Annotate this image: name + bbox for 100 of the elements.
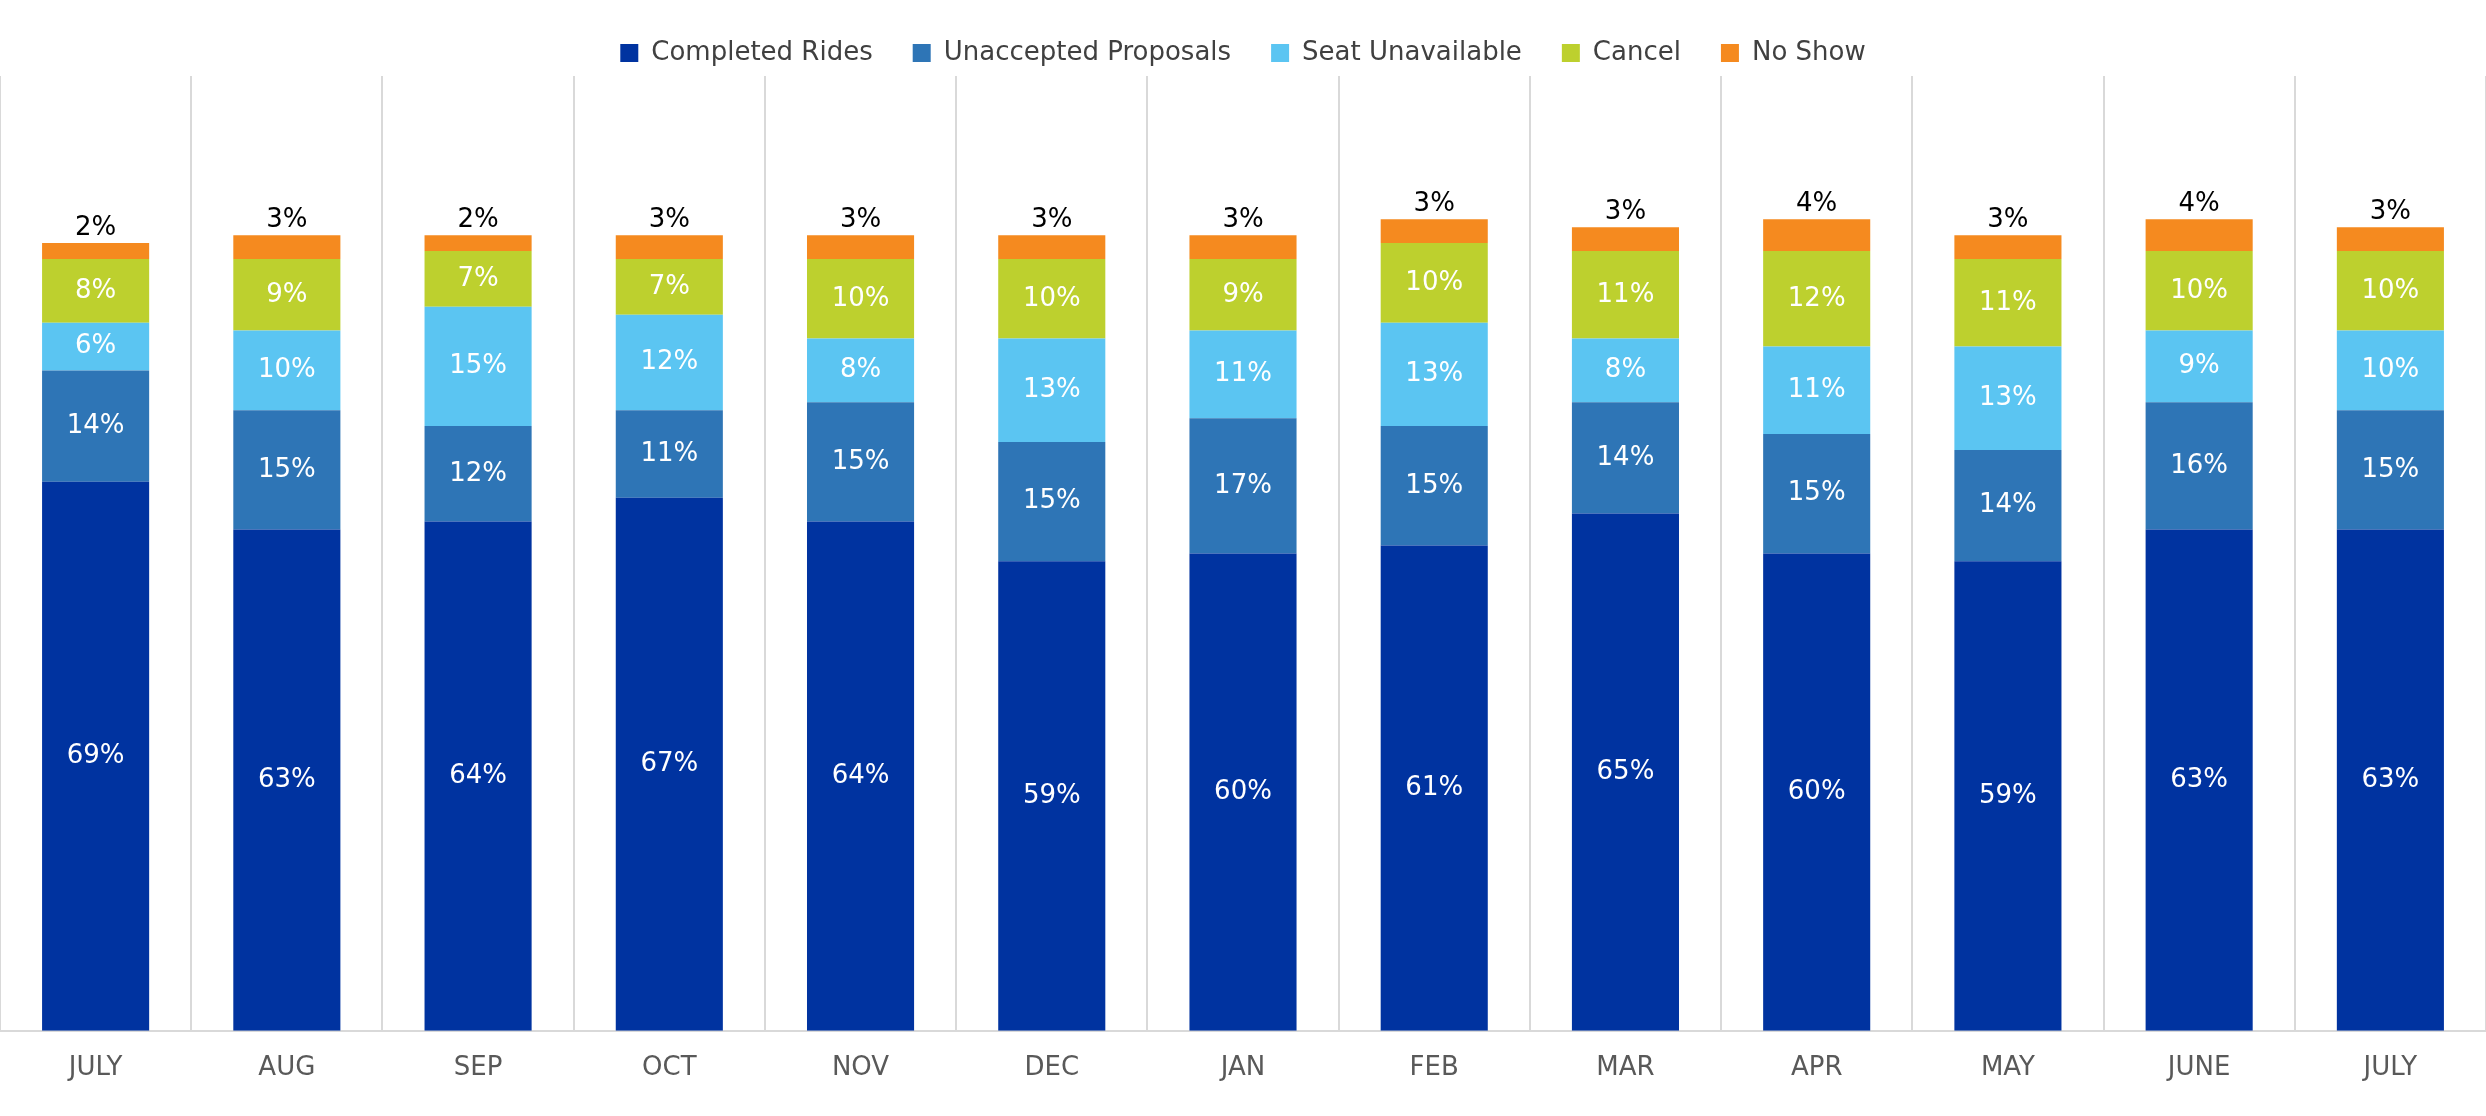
bar (998, 561, 1106, 1031)
data-label: 3% (1604, 194, 1647, 225)
data-label: 4% (2178, 186, 2220, 217)
bar (233, 529, 341, 1031)
data-label: 3% (1031, 202, 1073, 233)
data-label: 4% (1796, 186, 1838, 217)
x-tick-label: MAY (1980, 1051, 2036, 1082)
bar (233, 330, 341, 411)
data-label: 64% (831, 758, 890, 789)
bar (1380, 243, 1488, 323)
data-label: 15% (257, 452, 316, 483)
bar (1954, 259, 2062, 347)
bar (424, 235, 532, 252)
data-label: 12% (449, 456, 507, 487)
bar (424, 426, 532, 522)
bar (1763, 553, 1871, 1031)
bar (2145, 529, 2253, 1031)
bar (424, 521, 532, 1031)
bar (806, 521, 915, 1031)
x-tick-label: OCT (642, 1051, 697, 1082)
bar (2145, 251, 2253, 331)
data-label: 15% (449, 349, 507, 380)
data-label: 3% (1987, 202, 2029, 233)
data-label: 15% (1022, 484, 1081, 515)
data-label: 15% (831, 444, 890, 475)
bar (615, 410, 723, 498)
data-label: 13% (1979, 380, 2037, 411)
data-label: 2% (74, 210, 117, 241)
data-label: 8% (839, 353, 882, 384)
data-label: 3% (2369, 194, 2412, 225)
bar (1954, 346, 2062, 450)
data-label: 15% (1405, 468, 1464, 499)
bar (1571, 251, 1680, 339)
x-tick-label: APR (1790, 1051, 1843, 1082)
bar (42, 259, 150, 323)
bar (1954, 449, 2062, 562)
bar (2336, 330, 2444, 411)
bar (1571, 338, 1680, 403)
bar (998, 442, 1106, 562)
data-label: 10% (2170, 273, 2229, 304)
data-label: 7% (457, 261, 499, 292)
data-label: 11% (1214, 357, 1272, 388)
legend-label: Unaccepted Proposals (943, 35, 1232, 66)
data-label: 16% (2170, 448, 2229, 479)
bar (1189, 259, 1297, 331)
bar (1380, 322, 1488, 427)
x-tick-label: AUG (258, 1051, 316, 1082)
legend-label: Seat Unavailable (1302, 35, 1522, 66)
bar (2336, 410, 2444, 530)
bar (2145, 330, 2253, 403)
data-label: 10% (2361, 353, 2420, 384)
data-label: 3% (266, 202, 308, 233)
data-label: 14% (66, 408, 125, 439)
data-label: 12% (640, 345, 699, 376)
bar (998, 235, 1106, 259)
data-label: 17% (1214, 468, 1272, 499)
data-label: 11% (1596, 277, 1655, 308)
bar (1763, 251, 1871, 347)
bar (1189, 418, 1297, 554)
x-tick-label: JUNE (2165, 1051, 2231, 1082)
bar (233, 410, 341, 530)
data-label: 59% (1979, 778, 2037, 809)
bar (42, 243, 150, 259)
data-label: 8% (1604, 353, 1647, 384)
data-label: 10% (2361, 273, 2420, 304)
data-label: 10% (1405, 265, 1464, 296)
data-label: 3% (839, 202, 882, 233)
data-label: 69% (66, 739, 125, 770)
x-tick-label: JULY (66, 1051, 123, 1082)
x-tick-label: JAN (1218, 1051, 1266, 1082)
data-label: 14% (1979, 488, 2037, 519)
bar (2336, 529, 2444, 1031)
bar (806, 259, 915, 339)
bar (1571, 513, 1680, 1031)
x-tick-label: DEC (1024, 1051, 1080, 1082)
data-label: 8% (74, 273, 117, 304)
bar (1571, 402, 1680, 514)
bar (615, 314, 723, 411)
bar (998, 259, 1106, 339)
data-label: 10% (1022, 281, 1081, 312)
bar (615, 235, 723, 259)
data-label: 15% (2361, 452, 2420, 483)
x-tick-label: FEB (1409, 1051, 1459, 1082)
data-label: 9% (1222, 277, 1264, 308)
bar (1380, 219, 1488, 244)
data-label: 7% (648, 269, 690, 300)
bar (806, 402, 915, 522)
data-label: 64% (449, 758, 507, 789)
bar (806, 235, 915, 259)
data-label: 65% (1596, 754, 1655, 785)
bar (615, 497, 723, 1031)
bar (2145, 402, 2253, 530)
bar (233, 235, 341, 259)
x-tick-label: MAR (1596, 1051, 1655, 1082)
data-label: 11% (1979, 285, 2037, 316)
data-label: 63% (2170, 762, 2229, 793)
data-label: 3% (1222, 202, 1264, 233)
x-tick-label: JULY (2361, 1051, 2418, 1082)
bar (1763, 219, 1871, 252)
x-tick-label: SEP (453, 1051, 503, 1082)
